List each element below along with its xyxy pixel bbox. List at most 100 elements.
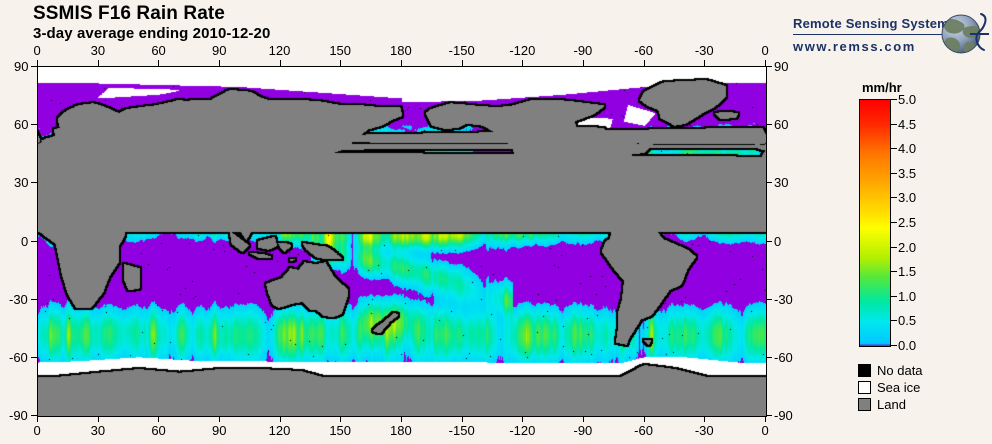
x-tick xyxy=(219,60,220,66)
key-label-land: Land xyxy=(877,397,906,412)
x-axis-label-bottom: 180 xyxy=(390,423,412,438)
key-item-no-data: No data xyxy=(858,362,923,379)
x-tick xyxy=(37,416,38,422)
colorbar-tick xyxy=(891,197,897,198)
x-tick xyxy=(765,60,766,66)
x-axis-label-bottom: 60 xyxy=(151,423,166,438)
colorbar-tick xyxy=(891,247,897,248)
y-axis-label-right: 0 xyxy=(774,233,782,249)
colorbar-tick-label: 2.0 xyxy=(898,240,917,255)
x-axis-label-bottom: 90 xyxy=(212,423,227,438)
x-tick xyxy=(340,416,342,422)
colorbar-tick xyxy=(891,345,897,346)
x-tick xyxy=(97,60,99,66)
y-tick xyxy=(31,66,37,67)
x-axis-label-bottom: -150 xyxy=(448,423,475,438)
x-axis-label-bottom: -60 xyxy=(634,423,653,438)
y-tick xyxy=(31,240,37,242)
y-tick xyxy=(766,66,772,67)
key-swatch-sea-ice xyxy=(858,381,871,394)
x-axis-label-top: 0 xyxy=(33,43,41,58)
colorbar-tick-label: 3.5 xyxy=(898,166,917,181)
x-axis-label-top: -120 xyxy=(509,43,536,58)
colorbar[interactable] xyxy=(859,99,891,347)
x-tick xyxy=(340,60,342,66)
colorbar-tick-label: 1.0 xyxy=(898,289,917,304)
y-tick xyxy=(766,240,772,242)
key-item-sea-ice: Sea ice xyxy=(858,379,923,396)
y-axis-label-right: 30 xyxy=(774,175,789,191)
colorbar-tick-label: 3.0 xyxy=(898,190,917,205)
colorbar-tick xyxy=(891,148,897,149)
x-tick xyxy=(461,416,463,422)
x-tick xyxy=(279,60,281,66)
colorbar-tick xyxy=(891,124,897,125)
colorbar-gradient xyxy=(860,100,890,346)
colorbar-tick xyxy=(891,173,897,174)
colorbar-tick-label: 0.0 xyxy=(898,338,917,353)
x-axis-label-top: 0 xyxy=(761,43,769,58)
x-tick xyxy=(765,416,766,422)
y-tick xyxy=(31,124,37,126)
colorbar-tick xyxy=(891,99,897,100)
x-axis-label-bottom: 150 xyxy=(329,423,352,438)
page-subtitle: 3-day average ending 2010-12-20 xyxy=(33,25,271,42)
x-axis-label-top: 180 xyxy=(390,43,412,58)
y-axis-label-left: 60 xyxy=(14,117,29,133)
x-axis-label-top: 60 xyxy=(151,43,166,58)
y-tick xyxy=(766,356,772,358)
x-tick xyxy=(279,416,281,422)
key-swatch-land xyxy=(858,398,871,411)
y-axis-label-left: -60 xyxy=(9,349,28,365)
colorbar-tick-label: 4.5 xyxy=(898,117,917,132)
y-axis-label-right: -30 xyxy=(774,291,793,307)
globe-icon xyxy=(941,13,989,54)
logo-divider xyxy=(793,34,953,35)
colorbar-tick-label: 0.5 xyxy=(898,313,917,328)
y-axis-label-right: -60 xyxy=(774,349,793,365)
y-axis-label-left: 30 xyxy=(14,175,29,191)
y-tick xyxy=(31,415,37,416)
x-tick xyxy=(522,60,524,66)
colorbar-units-label: mm/hr xyxy=(862,80,902,95)
y-tick xyxy=(31,182,37,184)
x-axis-label-top: 90 xyxy=(212,43,227,58)
x-tick xyxy=(704,416,706,422)
colorbar-tick xyxy=(891,271,897,272)
x-axis-label-bottom: 30 xyxy=(90,423,106,438)
colorbar-tick-label: 4.0 xyxy=(898,141,917,156)
x-tick xyxy=(461,60,463,66)
key-label-sea-ice: Sea ice xyxy=(877,380,921,395)
colorbar-tick-label: 1.5 xyxy=(898,264,917,279)
x-tick xyxy=(158,416,160,422)
y-axis-label-left: 0 xyxy=(21,233,29,249)
x-axis-label-bottom: -120 xyxy=(509,423,536,438)
colorbar-tick xyxy=(891,320,897,321)
y-axis-label-right: -90 xyxy=(774,408,793,423)
x-axis-label-bottom: -90 xyxy=(573,423,593,438)
colorbar-tick xyxy=(891,296,897,297)
y-tick xyxy=(766,182,772,184)
x-tick xyxy=(37,60,38,66)
x-tick xyxy=(97,416,99,422)
colorbar-tick-label: 5.0 xyxy=(898,92,917,107)
x-axis-label-top: 120 xyxy=(268,43,291,58)
x-axis-label-top: -60 xyxy=(634,43,653,58)
logo-company-name: Remote Sensing Systems xyxy=(793,16,957,31)
x-axis-label-top: 30 xyxy=(90,43,106,58)
x-axis-label-top: -30 xyxy=(694,43,714,58)
x-tick xyxy=(643,60,645,66)
logo-url: www.remss.com xyxy=(793,39,916,54)
x-axis-label-bottom: 0 xyxy=(33,423,41,438)
x-axis-label-top: -90 xyxy=(573,43,593,58)
y-axis-label-left: 90 xyxy=(14,59,29,74)
x-tick xyxy=(643,416,645,422)
rain-rate-raster xyxy=(38,67,766,416)
rain-rate-map[interactable] xyxy=(37,66,767,417)
x-tick xyxy=(522,416,524,422)
x-axis-label-bottom: 0 xyxy=(761,423,769,438)
remss-logo[interactable]: Remote Sensing Systems www.remss.com xyxy=(793,8,989,60)
y-axis-label-right: 60 xyxy=(774,117,789,133)
key-label-no-data: No data xyxy=(877,363,923,378)
